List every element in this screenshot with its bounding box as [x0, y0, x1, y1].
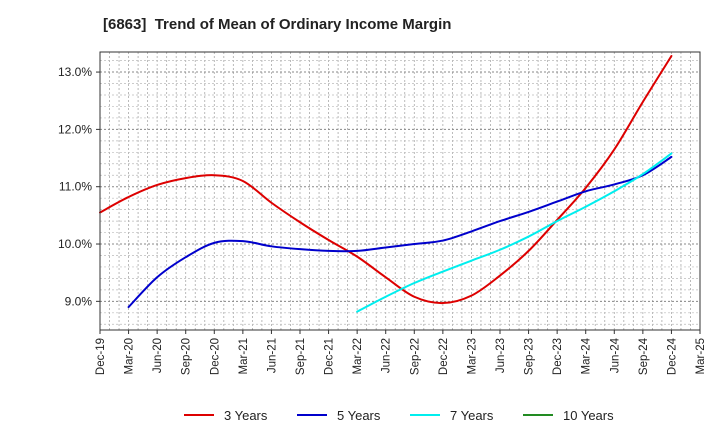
x-tick-label: Dec-21 — [324, 338, 336, 375]
x-tick-label: Mar-25 — [695, 338, 707, 374]
x-tick-label: Dec-20 — [209, 338, 221, 375]
x-tick-label: Jun-24 — [609, 337, 621, 373]
x-tick-label: Mar-21 — [238, 338, 250, 374]
x-tick-label: Dec-23 — [552, 338, 564, 375]
x-tick-label: Sep-24 — [638, 337, 650, 375]
legend-label: 3 Years — [224, 408, 268, 423]
x-tick-label: Mar-22 — [352, 338, 364, 374]
y-tick-label: 11.0% — [59, 180, 92, 194]
x-tick-label: Dec-22 — [438, 338, 450, 375]
grid — [99, 52, 701, 330]
x-tick-label: Sep-21 — [295, 338, 307, 375]
x-tick-label: Mar-24 — [581, 337, 593, 374]
legend-label: 10 Years — [563, 408, 614, 423]
series-line-7-years — [356, 152, 673, 313]
legend: 3 Years 5 Years 7 Years 10 Years — [184, 408, 614, 423]
y-tick-label: 12.0% — [58, 122, 92, 136]
y-tick-label: 10.0% — [58, 237, 92, 251]
x-tick-label: Jun-21 — [266, 338, 278, 373]
x-tick-label: Mar-23 — [466, 338, 478, 374]
x-tick-label: Sep-22 — [409, 338, 421, 375]
legend-label: 5 Years — [337, 408, 381, 423]
x-tick-label: Dec-19 — [95, 338, 107, 375]
y-tick-label: 13.0% — [58, 65, 92, 79]
x-tick-label: Sep-20 — [181, 338, 193, 375]
axes: 9.0% 10.0% 11.0% 12.0% 13.0% Dec-19 Mar-20 Jun-… — [58, 51, 707, 375]
x-tick-label: Sep-23 — [524, 338, 536, 375]
y-tick-label: 9.0% — [65, 294, 93, 308]
series-line-3-years — [99, 55, 673, 305]
x-tick-label: Jun-20 — [152, 338, 164, 373]
legend-label: 7 Years — [450, 408, 494, 423]
x-tick-label: Mar-20 — [124, 338, 136, 374]
x-tick-label: Jun-22 — [381, 338, 393, 373]
series-line-5-years — [127, 155, 673, 309]
x-tick-label: Dec-24 — [666, 337, 678, 375]
chart-title: [6863] Trend of Mean of Ordinary Income … — [103, 16, 452, 33]
plot-frame — [99, 51, 701, 331]
series-lines — [99, 55, 673, 313]
x-tick-label: Jun-23 — [495, 338, 507, 373]
